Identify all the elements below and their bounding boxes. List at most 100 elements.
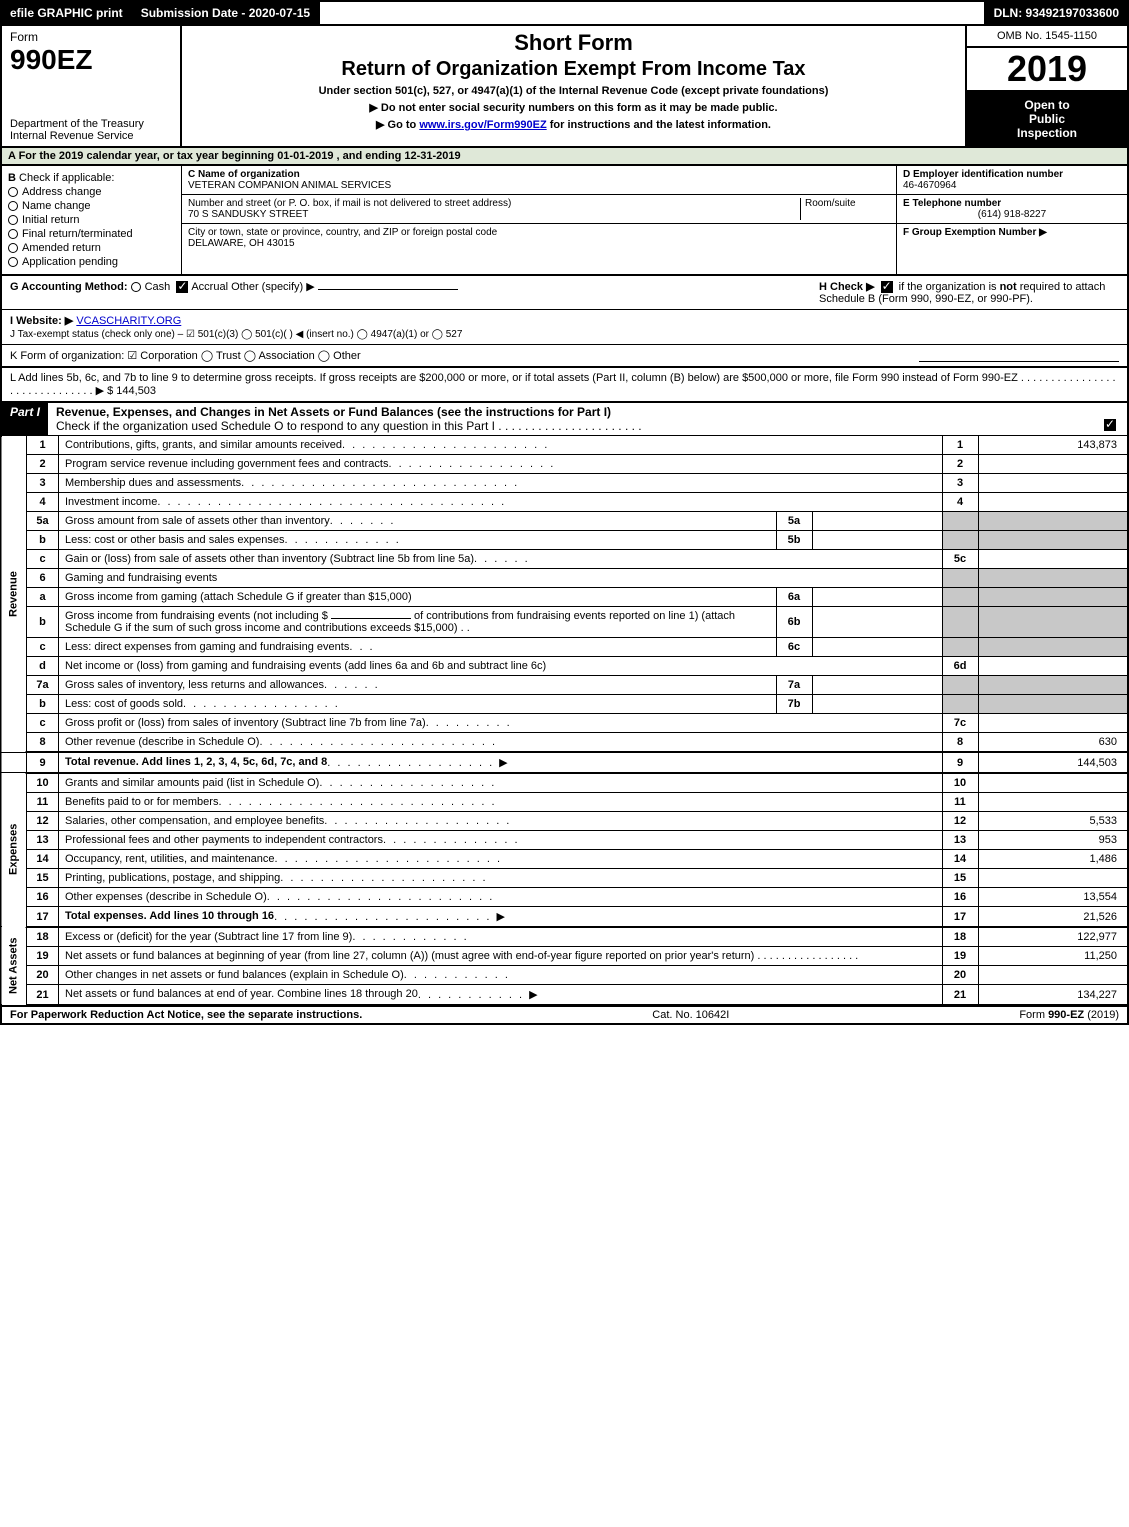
f-label: F Group Exemption Number ▶ — [903, 227, 1047, 238]
radio-cash[interactable] — [131, 282, 141, 292]
opt-address-change: Address change — [22, 186, 102, 198]
line-1-num: 1 — [27, 436, 59, 455]
omb-number: OMB No. 1545-1150 — [967, 26, 1127, 48]
k-other-blank[interactable] — [919, 349, 1119, 362]
line-6b-num: b — [27, 607, 59, 638]
line-5c: c Gain or (loss) from sale of assets oth… — [1, 550, 1128, 569]
g-accrual: Accrual — [191, 281, 228, 293]
line-7c-desc: Gross profit or (loss) from sales of inv… — [65, 717, 426, 729]
checkbox-name-change[interactable] — [8, 201, 18, 211]
notice-goto-prefix: ▶ Go to — [376, 119, 419, 131]
line-6a-amt-shaded — [978, 588, 1128, 607]
ij-row: I Website: ▶ VCASCHARITY.ORG J Tax-exemp… — [0, 310, 1129, 345]
checkbox-application-pending[interactable] — [8, 257, 18, 267]
line-9-num: 9 — [27, 752, 59, 773]
line-6d-ln: 6d — [942, 657, 978, 676]
line-4-desc: Investment income — [65, 496, 157, 508]
line-16-amt: 13,554 — [978, 888, 1128, 907]
line-14-ln: 14 — [942, 850, 978, 869]
line-20-amt — [978, 966, 1128, 985]
addr-label: Number and street (or P. O. box, if mail… — [188, 198, 511, 209]
line-7a-shaded — [942, 676, 978, 695]
radio-accrual[interactable] — [176, 281, 188, 293]
dln: DLN: 93492197033600 — [986, 2, 1127, 24]
line-6b: b Gross income from fundraising events (… — [1, 607, 1128, 638]
line-6a-shaded — [942, 588, 978, 607]
line-20-desc: Other changes in net assets or fund bala… — [65, 969, 404, 981]
line-4-amt — [978, 493, 1128, 512]
line-19-desc: Net assets or fund balances at beginning… — [65, 950, 754, 962]
line-18-desc: Excess or (deficit) for the year (Subtra… — [65, 931, 352, 943]
website-link[interactable]: VCASCHARITY.ORG — [76, 315, 181, 327]
line-7a-desc: Gross sales of inventory, less returns a… — [65, 679, 324, 691]
inspection-box: Open to Public Inspection — [967, 92, 1127, 146]
efile-print-button[interactable]: efile GRAPHIC print — [2, 2, 133, 24]
h-not: not — [1000, 281, 1017, 293]
line-6b-subval — [812, 607, 942, 638]
footer-right: Form 990-EZ (2019) — [1019, 1009, 1119, 1021]
line-17-amt: 21,526 — [978, 907, 1128, 928]
g-other-blank[interactable] — [318, 289, 458, 290]
line-6d-desc: Net income or (loss) from gaming and fun… — [59, 657, 943, 676]
line-6c-sublabel: 6c — [776, 638, 812, 657]
line-14-desc: Occupancy, rent, utilities, and maintena… — [65, 853, 275, 865]
line-4-ln: 4 — [942, 493, 978, 512]
sidetab-expenses: Expenses — [1, 773, 27, 927]
line-7b-amt-shaded — [978, 695, 1128, 714]
revenue-table: Revenue 1 Contributions, gifts, grants, … — [0, 436, 1129, 1006]
line-6b-blank[interactable] — [331, 618, 411, 619]
checkbox-initial-return[interactable] — [8, 215, 18, 225]
line-16: 16 Other expenses (describe in Schedule … — [1, 888, 1128, 907]
line-18: Net Assets 18 Excess or (deficit) for th… — [1, 927, 1128, 947]
line-21-num: 21 — [27, 985, 59, 1006]
org-city: DELAWARE, OH 43015 — [188, 238, 295, 249]
line-1-ln: 1 — [942, 436, 978, 455]
checkbox-schedule-b-not-required[interactable] — [881, 281, 893, 293]
line-5b-num: b — [27, 531, 59, 550]
page-footer: For Paperwork Reduction Act Notice, see … — [0, 1006, 1129, 1025]
line-5b-shaded — [942, 531, 978, 550]
line-7a: 7a Gross sales of inventory, less return… — [1, 676, 1128, 695]
checkbox-amended-return[interactable] — [8, 243, 18, 253]
line-5b-subval — [812, 531, 942, 550]
line-5a-subval — [812, 512, 942, 531]
e-label: E Telephone number — [903, 198, 1001, 209]
line-9-desc: Total revenue. Add lines 1, 2, 3, 4, 5c,… — [65, 756, 327, 769]
line-12-amt: 5,533 — [978, 812, 1128, 831]
dept-treasury: Department of the Treasury — [10, 118, 144, 130]
tax-year: 2019 — [967, 48, 1127, 92]
footer-left: For Paperwork Reduction Act Notice, see … — [10, 1009, 362, 1021]
line-7a-num: 7a — [27, 676, 59, 695]
line-10-amt — [978, 773, 1128, 793]
line-5a: 5a Gross amount from sale of assets othe… — [1, 512, 1128, 531]
line-6c-shaded — [942, 638, 978, 657]
line-17: 17 Total expenses. Add lines 10 through … — [1, 907, 1128, 928]
line-12: 12 Salaries, other compensation, and emp… — [1, 812, 1128, 831]
checkbox-address-change[interactable] — [8, 187, 18, 197]
line-20: 20 Other changes in net assets or fund b… — [1, 966, 1128, 985]
line-10-num: 10 — [27, 773, 59, 793]
line-6c-amt-shaded — [978, 638, 1128, 657]
line-6c-num: c — [27, 638, 59, 657]
submission-date: Submission Date - 2020-07-15 — [133, 2, 320, 24]
line-18-amt: 122,977 — [978, 927, 1128, 947]
line-15-ln: 15 — [942, 869, 978, 888]
line-6d: d Net income or (loss) from gaming and f… — [1, 657, 1128, 676]
gh-row: G Accounting Method: Cash Accrual Other … — [0, 276, 1129, 310]
irs-link[interactable]: www.irs.gov/Form990EZ — [419, 119, 546, 131]
line-8-num: 8 — [27, 733, 59, 753]
part-i-label: Part I — [2, 403, 48, 435]
line-2: 2 Program service revenue including gove… — [1, 455, 1128, 474]
line-15-num: 15 — [27, 869, 59, 888]
line-5a-desc: Gross amount from sale of assets other t… — [65, 515, 330, 527]
l-text: L Add lines 5b, 6c, and 7b to line 9 to … — [10, 372, 1116, 397]
line-12-num: 12 — [27, 812, 59, 831]
header-right: OMB No. 1545-1150 2019 Open to Public In… — [967, 26, 1127, 146]
part-i-title: Revenue, Expenses, and Changes in Net As… — [56, 405, 611, 419]
footer-center: Cat. No. 10642I — [652, 1009, 729, 1021]
line-21-ln: 21 — [942, 985, 978, 1006]
line-6a-subval — [812, 588, 942, 607]
checkbox-final-return[interactable] — [8, 229, 18, 239]
checkbox-schedule-o-used[interactable] — [1104, 419, 1116, 431]
h-prefix: H Check ▶ — [819, 281, 875, 293]
